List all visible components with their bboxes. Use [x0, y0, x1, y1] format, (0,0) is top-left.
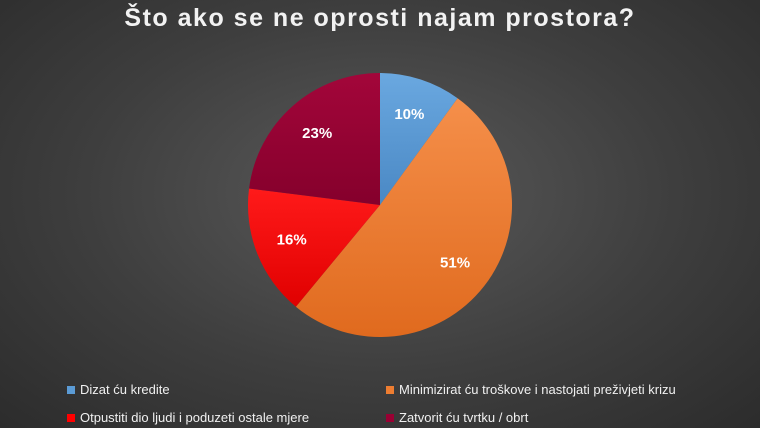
pie-slice	[248, 188, 380, 307]
pie-slice	[295, 98, 513, 338]
slice-data-label: 16%	[277, 231, 307, 248]
slice-data-label: 51%	[440, 255, 470, 272]
chart-title: Što ako se ne oprosti najam prostora?	[124, 4, 636, 32]
pie-slice	[380, 73, 458, 205]
pie-slice	[249, 73, 380, 205]
slice-data-label: 23%	[302, 125, 332, 142]
slice-data-label: 10%	[394, 106, 424, 123]
